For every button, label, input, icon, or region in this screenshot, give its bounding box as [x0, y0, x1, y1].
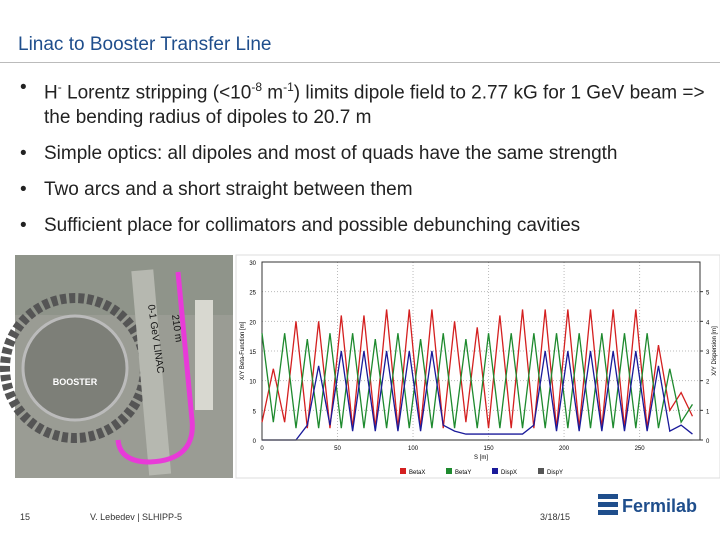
series-line [261, 309, 694, 429]
y-tick-label: 10 [249, 380, 256, 386]
legend-label: BetaY [455, 470, 471, 476]
y2-tick-label: 5 [706, 291, 710, 297]
series-line [261, 333, 693, 429]
y2-axis-label: X/Y Dispersion [m] [712, 326, 718, 376]
x-tick-label: 50 [334, 446, 341, 452]
legend-swatch [400, 468, 406, 474]
legend-swatch [538, 468, 544, 474]
y-axis-label: X/Y Beta-Function [m] [240, 321, 246, 380]
y2-tick-label: 4 [706, 320, 710, 326]
x-tick-label: 150 [484, 446, 495, 452]
superscript: -8 [251, 80, 262, 94]
legend-label: DispY [547, 470, 563, 476]
y2-tick-label: 3 [706, 350, 710, 356]
date: 3/18/15 [540, 512, 571, 522]
y2-tick-label: 1 [706, 409, 710, 415]
y2-tick-label: 2 [706, 380, 710, 386]
x-axis-label: S [m] [474, 455, 488, 461]
page-number: 15 [20, 512, 31, 522]
series-line [262, 350, 693, 441]
bullet-list: H- Lorentz stripping (<10-8 m-1) limits … [18, 64, 718, 238]
x-tick-label: 100 [408, 446, 419, 452]
y-tick-label: 0 [253, 439, 257, 445]
text: Simple optics: all dipoles and most of q… [44, 143, 618, 165]
logo: Fermilab [598, 494, 697, 516]
aerial-photo: BOOSTER 210 m 0-1 GeV LINAC [0, 255, 233, 478]
legend-swatch [446, 468, 452, 474]
bullet: Sufficient place for collimators and pos… [18, 213, 718, 238]
y-tick-label: 15 [249, 350, 256, 356]
y-tick-label: 30 [249, 261, 256, 267]
text: ) limits dipole field to 2.77 kG for 1 G… [44, 82, 705, 129]
title-rule [0, 62, 720, 63]
x-tick-label: 250 [635, 446, 646, 452]
bullet: Two arcs and a short straight between th… [18, 177, 718, 202]
superscript: - [57, 80, 62, 94]
x-tick-label: 0 [260, 446, 264, 452]
logo-text: Fermilab [622, 496, 697, 516]
text: Lorentz stripping (<10 [61, 82, 252, 104]
legend-label: DispX [501, 470, 517, 476]
bullet: H- Lorentz stripping (<10-8 m-1) limits … [18, 75, 718, 130]
title: Linac to Booster Transfer Line [18, 34, 272, 55]
legend-label: BetaX [409, 470, 425, 476]
y-tick-label: 25 [249, 291, 256, 297]
text: Sufficient place for collimators and pos… [44, 215, 581, 237]
text: H [44, 82, 58, 104]
y-tick-label: 20 [249, 320, 256, 326]
photo-label: BOOSTER [53, 377, 98, 387]
x-tick-label: 200 [559, 446, 570, 452]
photo-label: 210 m [169, 314, 184, 343]
text: m [262, 82, 284, 104]
plot-frame [235, 254, 720, 479]
y2-tick-label: 0 [706, 439, 710, 445]
bullet: Simple optics: all dipoles and most of q… [18, 141, 718, 166]
text: Two arcs and a short straight between th… [44, 179, 413, 201]
author: V. Lebedev | SLHIPP-5 [90, 512, 183, 522]
legend-swatch [492, 468, 498, 474]
y-tick-label: 5 [253, 409, 257, 415]
superscript: -1 [283, 80, 294, 94]
